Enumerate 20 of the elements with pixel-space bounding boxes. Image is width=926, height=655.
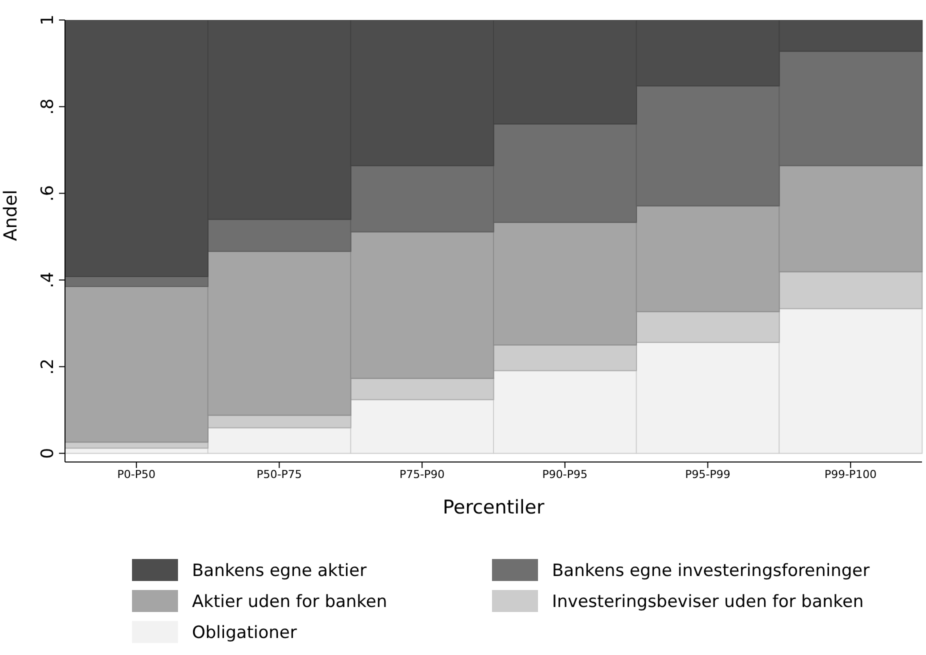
legend-label: Obligationer — [192, 623, 297, 643]
x-tick-label: P0-P50 — [117, 468, 156, 481]
y-tick-label: .8 — [38, 98, 58, 115]
legend-label: Investeringsbeviser uden for banken — [552, 592, 864, 612]
x-tick-label: P95-P99 — [685, 468, 730, 481]
x-axis-title: Percentiler — [442, 496, 544, 518]
x-tick-label: P99-P100 — [824, 468, 877, 481]
y-tick-label: .4 — [38, 272, 58, 288]
y-tick-label: .2 — [38, 358, 58, 375]
x-tick-label: P90-P95 — [542, 468, 588, 481]
x-tick-label: P50-P75 — [256, 468, 302, 481]
y-axis-title: Andel — [0, 190, 22, 241]
y-tick-label: 1 — [38, 14, 58, 26]
x-tick-label: P75-P90 — [399, 468, 445, 481]
legend-label: Aktier uden for banken — [192, 592, 388, 612]
legend-label: Bankens egne aktier — [192, 561, 367, 581]
legend-label: Bankens egne investeringsforeninger — [552, 561, 870, 581]
y-tick-label: 0 — [38, 448, 58, 459]
y-tick-label: .6 — [38, 185, 58, 202]
bar — [64, 276, 208, 287]
